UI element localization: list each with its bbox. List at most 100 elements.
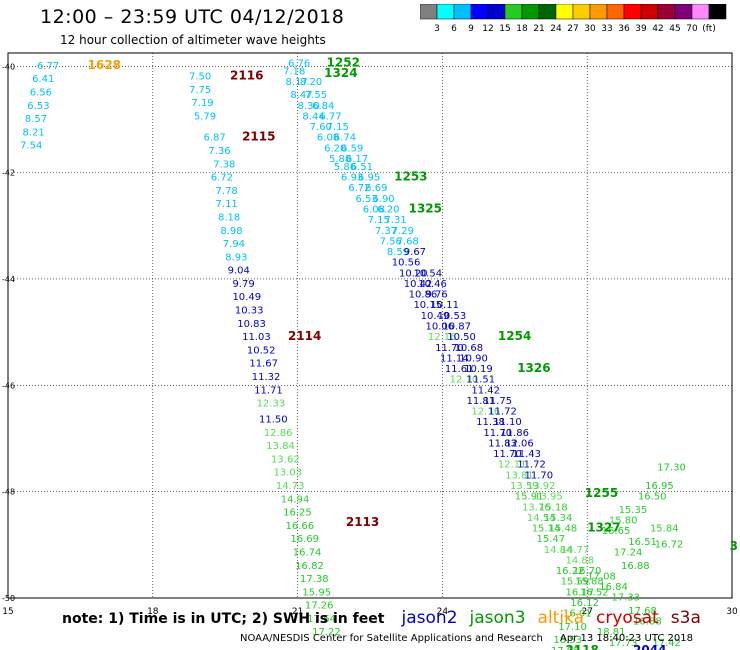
wave-height-label: 17.22 bbox=[312, 627, 341, 638]
wave-height-label: 7.50 bbox=[189, 72, 211, 83]
wave-height-label: 13.76 bbox=[522, 502, 551, 513]
track-id-label: 3 bbox=[730, 539, 738, 553]
wave-height-label: 11.03 bbox=[242, 332, 271, 343]
wave-height-label: 11.71 bbox=[254, 385, 283, 396]
wave-height-label: 10.11 bbox=[430, 300, 459, 311]
wave-height-label: 10.87 bbox=[442, 321, 471, 332]
track-id-label: 1324 bbox=[324, 66, 357, 80]
wave-height-label: 7.68 bbox=[397, 236, 419, 247]
legend-label: 9 bbox=[468, 24, 474, 34]
wave-height-label: 9.04 bbox=[228, 266, 250, 277]
wave-height-label: 11.38 bbox=[476, 417, 505, 428]
wave-height-label: 11.70 bbox=[493, 449, 522, 460]
note-bar: note: 1) Time is in UTC; 2) SWH is in fe… bbox=[62, 608, 701, 628]
wave-height-label: 16.88 bbox=[621, 561, 650, 572]
wave-height-label: 7.75 bbox=[189, 85, 211, 96]
wave-height-label: 10.86 bbox=[409, 290, 438, 301]
wave-height-label: 15.34 bbox=[544, 513, 573, 524]
wave-height-label: 6.90 bbox=[372, 194, 394, 205]
wave-height-label: 6.74 bbox=[334, 133, 356, 144]
wave-height-label: 8.18 bbox=[218, 212, 240, 223]
wave-height-label: 12.16 bbox=[428, 332, 457, 343]
lat-tick-label: -50 bbox=[2, 594, 15, 603]
track-values: 6.77 6.41 6.56 6.53 8.57 8.21 7.54 1628 7.50 7.75… bbox=[20, 55, 738, 650]
wave-height-label: 12.06 bbox=[505, 438, 534, 449]
legend-label: 12 bbox=[482, 24, 493, 34]
wave-height-label: 6.08 bbox=[363, 205, 385, 216]
legend-label: 39 bbox=[635, 24, 647, 34]
wave-height-label: 14.77 bbox=[561, 545, 590, 556]
wave-height-label: 16.25 bbox=[283, 508, 312, 519]
track-id-label: 2113 bbox=[346, 515, 379, 529]
wave-height-label: 15.14 bbox=[532, 524, 561, 535]
legend-label: 18 bbox=[516, 24, 528, 34]
wave-height-label: 14.88 bbox=[565, 555, 594, 566]
wave-height-label: 11.50 bbox=[259, 415, 288, 426]
track-id-label: 1254 bbox=[498, 329, 531, 343]
wave-height-label: 15.35 bbox=[619, 505, 648, 516]
wave-height-label: 8.21 bbox=[22, 127, 44, 138]
map-subtitle: 12 hour collection of altimeter wave hei… bbox=[60, 33, 326, 47]
credits-source: NOAA/NESDIS Center for Satellite Applica… bbox=[240, 633, 543, 644]
wave-height-label: 6.08 bbox=[317, 133, 339, 144]
wave-height-label: 15.88 bbox=[575, 577, 604, 588]
track-id-label: 1326 bbox=[517, 361, 550, 375]
wave-height-label: 10.54 bbox=[413, 268, 442, 279]
wave-height-label: 14.73 bbox=[276, 481, 305, 492]
wave-height-label: 6.77 bbox=[37, 61, 59, 72]
satellite-altika: altika bbox=[537, 608, 585, 628]
wave-height-label: 17.08 bbox=[587, 571, 616, 582]
wave-height-label: 16.17 bbox=[565, 587, 594, 598]
wave-height-label: 13.95 bbox=[534, 492, 563, 503]
wave-height-label: 13.62 bbox=[271, 454, 300, 465]
wave-height-label: 6.84 bbox=[312, 101, 334, 112]
wave-height-label: 11.42 bbox=[471, 385, 500, 396]
wave-height-label: 12.16 bbox=[471, 407, 500, 418]
wave-height-label: 9.76 bbox=[426, 290, 448, 301]
wave-height-label: 6.51 bbox=[351, 162, 373, 173]
legend-swatch bbox=[708, 4, 727, 20]
legend-label: 30 bbox=[584, 24, 596, 34]
wave-height-label: 8.17 bbox=[286, 77, 308, 88]
track-id-label: 2116 bbox=[230, 69, 263, 83]
wave-height-label: 17.24 bbox=[614, 547, 643, 558]
wave-height-label: 6.87 bbox=[203, 133, 225, 144]
wave-height-label: 16.66 bbox=[286, 521, 315, 532]
lat-tick-label: -46 bbox=[2, 381, 15, 390]
wave-height-label: 10.53 bbox=[438, 311, 467, 322]
wave-height-label: 15.84 bbox=[650, 524, 679, 535]
wave-height-label: 16.72 bbox=[655, 539, 684, 550]
wave-height-label: 16.95 bbox=[645, 481, 674, 492]
wave-height-label: 11.43 bbox=[512, 449, 541, 460]
track-id-label: 2044 bbox=[633, 643, 666, 650]
wave-height-label: 14.54 bbox=[527, 513, 556, 524]
wave-height-label: 11.70 bbox=[524, 470, 553, 481]
wave-height-label: 11.72 bbox=[517, 460, 546, 471]
track-id-label: 1255 bbox=[585, 486, 618, 500]
track-id-label: 1252 bbox=[327, 55, 360, 69]
wave-height-label: 11.86 bbox=[500, 428, 529, 439]
satellite-cryosat: cryosat bbox=[596, 608, 659, 628]
wave-height-label: 11.75 bbox=[483, 396, 512, 407]
wave-height-label: 10.50 bbox=[447, 332, 476, 343]
wave-height-label: 17.42 bbox=[652, 638, 681, 649]
wave-height-label: 14.84 bbox=[544, 545, 573, 556]
wave-height-label: 11.81 bbox=[467, 396, 496, 407]
wave-height-label: 16.01 bbox=[563, 609, 592, 620]
legend-label: 33 bbox=[601, 24, 612, 34]
wave-height-label: 6.59 bbox=[341, 143, 363, 154]
grid-lines bbox=[7, 53, 733, 599]
wave-height-label: 10.49 bbox=[232, 292, 261, 303]
axis-tick-labels: 15 18 21 24 27 30 -40 -42 -44 -46 -48 -50 bbox=[2, 62, 738, 617]
wave-height-label: 16.65 bbox=[602, 526, 631, 537]
wave-height-label: 10.19 bbox=[464, 364, 493, 375]
wave-height-label: 10.15 bbox=[413, 300, 442, 311]
wave-height-label: 8.44 bbox=[302, 111, 324, 122]
wave-height-label: 16.52 bbox=[580, 587, 609, 598]
wave-height-label: 7.60 bbox=[310, 122, 332, 133]
wave-height-label: 17.68 bbox=[628, 606, 657, 617]
wave-height-label: 18.81 bbox=[597, 627, 626, 638]
lon-tick-label: 27 bbox=[581, 607, 592, 617]
wave-height-label: 11.14 bbox=[440, 353, 469, 364]
lon-tick-label: 15 bbox=[2, 607, 13, 617]
